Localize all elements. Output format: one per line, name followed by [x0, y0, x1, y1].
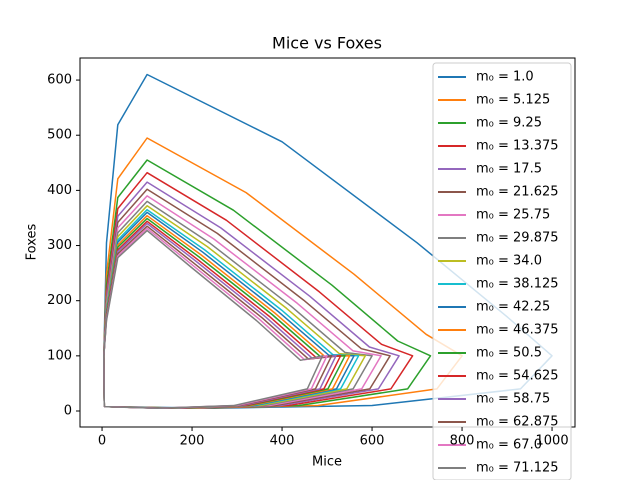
orbit-line — [103, 220, 342, 409]
legend-label: m₀ = 71.125 — [476, 461, 559, 476]
legend-label: m₀ = 5.125 — [476, 93, 550, 108]
legend: m₀ = 1.0 m₀ = 5.125 m₀ = 9.25 m₀ = 13.375 m₀… — [432, 62, 572, 480]
legend-label: m₀ = 54.625 — [476, 369, 559, 384]
legend-label: m₀ = 38.125 — [476, 277, 559, 292]
legend-label: m₀ = 46.375 — [476, 323, 559, 338]
legend-label: m₀ = 62.875 — [476, 415, 559, 430]
legend-label: m₀ = 67.0 — [476, 438, 542, 453]
orbit-line — [103, 137, 463, 409]
x-tick-label: 200 — [180, 434, 205, 449]
y-tick-label: 400 — [47, 183, 72, 198]
x-tick-label: 400 — [270, 434, 295, 449]
axes-frame — [79, 57, 576, 428]
chart-title: Mice vs Foxes — [272, 34, 382, 53]
orbit-line — [103, 214, 351, 409]
orbit-line — [103, 159, 432, 409]
legend-label: m₀ = 9.25 — [476, 116, 542, 131]
y-tick-label: 200 — [47, 293, 72, 308]
legend-label: m₀ = 1.0 — [476, 70, 534, 85]
x-tick-label: 0 — [98, 434, 106, 449]
orbit-line — [103, 229, 324, 409]
y-axis-label: Foxes — [25, 223, 40, 260]
orbit-line — [103, 73, 553, 409]
y-tick-label: 500 — [47, 128, 72, 143]
legend-label: m₀ = 34.0 — [476, 254, 542, 269]
x-tick-label: 600 — [360, 434, 385, 449]
legend-label: m₀ = 58.75 — [476, 392, 550, 407]
y-tick-label: 100 — [47, 348, 72, 363]
legend-box — [432, 62, 572, 480]
legend-label: m₀ = 25.75 — [476, 208, 550, 223]
legend-label: m₀ = 42.25 — [476, 300, 550, 315]
y-tick-label: 0 — [64, 404, 72, 419]
x-tick-label: 800 — [450, 434, 475, 449]
y-tick-label: 600 — [47, 73, 72, 88]
x-tick-label: 1000 — [536, 434, 569, 449]
legend-label: m₀ = 13.375 — [476, 139, 559, 154]
legend-label: m₀ = 17.5 — [476, 162, 542, 177]
legend-label: m₀ = 29.875 — [476, 231, 559, 246]
plot-lines — [103, 73, 553, 409]
y-tick-label: 300 — [47, 238, 72, 253]
legend-label: m₀ = 50.5 — [476, 346, 542, 361]
legend-label: m₀ = 21.625 — [476, 185, 559, 200]
x-axis-label: Mice — [312, 455, 342, 470]
